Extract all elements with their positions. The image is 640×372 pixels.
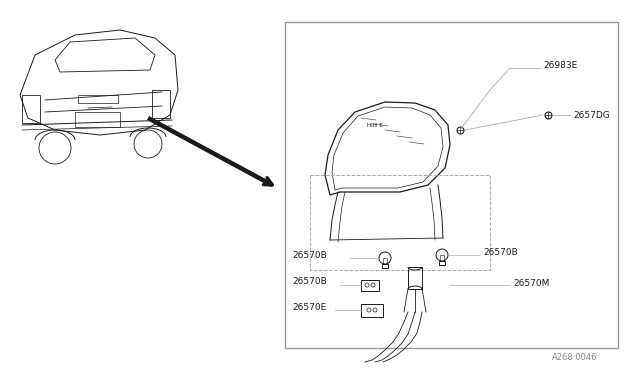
Text: 26570E: 26570E <box>292 304 326 312</box>
Bar <box>439 261 445 264</box>
Bar <box>75 112 120 127</box>
Text: HIIII E: HIIII E <box>367 122 383 128</box>
Bar <box>78 95 118 103</box>
Bar <box>310 175 490 270</box>
Text: 2657DG: 2657DG <box>573 110 610 119</box>
Bar <box>22 95 40 123</box>
Bar <box>408 267 422 289</box>
Text: 26983E: 26983E <box>543 61 577 70</box>
Text: A268·0046: A268·0046 <box>552 353 598 362</box>
Bar <box>382 264 388 267</box>
Bar <box>361 279 379 291</box>
Bar <box>152 90 170 118</box>
Text: 26570M: 26570M <box>513 279 549 288</box>
Text: 26570B: 26570B <box>292 250 327 260</box>
Bar <box>361 304 383 317</box>
Text: 26570B: 26570B <box>483 247 518 257</box>
Text: 26570B: 26570B <box>292 278 327 286</box>
Bar <box>285 22 618 348</box>
